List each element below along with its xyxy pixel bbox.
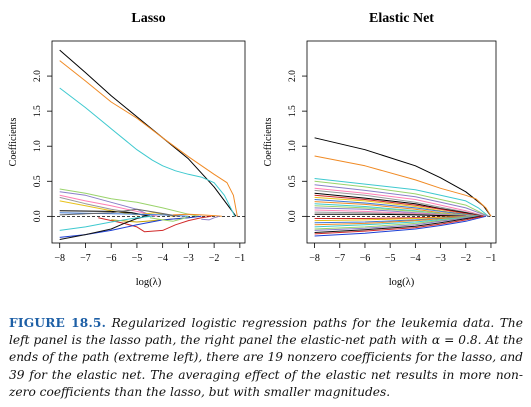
x-tick-label: −5 (132, 253, 143, 264)
coefficient-path (314, 215, 476, 228)
x-tick-label: −3 (435, 253, 446, 264)
coefficient-path (314, 155, 492, 217)
coefficient-path (98, 215, 212, 233)
panel-title: Lasso (131, 11, 165, 26)
y-tick-label: 0.5 (33, 175, 43, 187)
coefficient-path (59, 49, 237, 217)
coefficient-path (149, 215, 189, 222)
y-tick-label: 1.0 (33, 140, 43, 152)
y-tick-label: 1.5 (33, 105, 43, 117)
y-tick-label: 0.5 (288, 175, 298, 187)
y-axis-label: Coefficients (263, 118, 274, 167)
coefficient-path (201, 215, 220, 221)
coefficient-path (314, 215, 479, 230)
y-tick-label: 0.0 (33, 210, 43, 222)
coefficient-path (59, 194, 158, 217)
coefficient-path (314, 192, 484, 217)
plot-frame (51, 40, 246, 244)
x-axis-label: log(λ) (136, 277, 162, 288)
x-tick-label: −1 (235, 253, 246, 264)
coefficient-path (314, 215, 484, 235)
coefficient-path (314, 215, 481, 233)
y-tick-label: 1.0 (288, 140, 298, 152)
coefficient-path (59, 215, 153, 231)
figure-caption: FIGURE 18.5. Regularized logistic regres… (9, 315, 523, 401)
coefficient-path (59, 200, 173, 217)
x-tick-label: −7 (80, 253, 91, 264)
coefficient-path (314, 215, 474, 226)
x-axis-label: log(λ) (389, 277, 415, 288)
y-tick-label: 1.5 (288, 105, 298, 117)
x-tick-label: −8 (54, 253, 65, 264)
caption-label: FIGURE 18.5. (9, 316, 107, 330)
x-tick-label: −5 (385, 253, 396, 264)
y-tick-label: 2.0 (288, 70, 298, 82)
coefficient-path (314, 215, 487, 237)
coefficient-path (314, 213, 466, 217)
x-tick-label: −2 (209, 253, 220, 264)
caption-text: Regularized logistic regression paths fo… (9, 316, 523, 399)
coefficient-path (314, 215, 479, 231)
coefficient-path (59, 87, 236, 217)
plot-frame (306, 40, 497, 244)
coefficient-path (314, 178, 489, 217)
x-tick-label: −2 (460, 253, 471, 264)
x-tick-label: −6 (360, 253, 371, 264)
x-tick-label: −8 (309, 253, 320, 264)
x-tick-label: −1 (486, 253, 497, 264)
coefficient-path (314, 199, 481, 217)
y-tick-label: 0.0 (288, 210, 298, 222)
coefficient-path (59, 208, 179, 217)
coefficient-path (314, 215, 469, 222)
coefficient-path (172, 213, 222, 217)
x-tick-label: −4 (410, 253, 421, 264)
coefficient-path (314, 189, 487, 217)
coefficient-path (314, 205, 476, 217)
coefficient-path (314, 187, 487, 217)
x-tick-label: −6 (106, 253, 117, 264)
y-tick-label: 2.0 (33, 70, 43, 82)
panel-lasso: Lasso Coefficients log(λ) −8 −7 −6 −5 −4 −3 −2 −1 0… (8, 11, 246, 288)
panel-elastic: Elastic Net Coefficients log(λ) −8 −7 −6 −5 −4 −… (263, 11, 497, 288)
x-tick-label: −4 (157, 253, 168, 264)
y-axis-label: Coefficients (8, 118, 19, 167)
coefficient-path (314, 194, 484, 217)
figure-18-5: Lasso Coefficients log(λ) −8 −7 −6 −5 −4 −3 −2 −1 0… (8, 11, 497, 288)
coefficient-path (314, 184, 489, 217)
x-tick-label: −7 (334, 253, 345, 264)
coefficient-path (59, 60, 238, 217)
coefficient-path (314, 180, 489, 217)
x-tick-label: −3 (183, 253, 194, 264)
panel-title: Elastic Net (369, 11, 434, 26)
